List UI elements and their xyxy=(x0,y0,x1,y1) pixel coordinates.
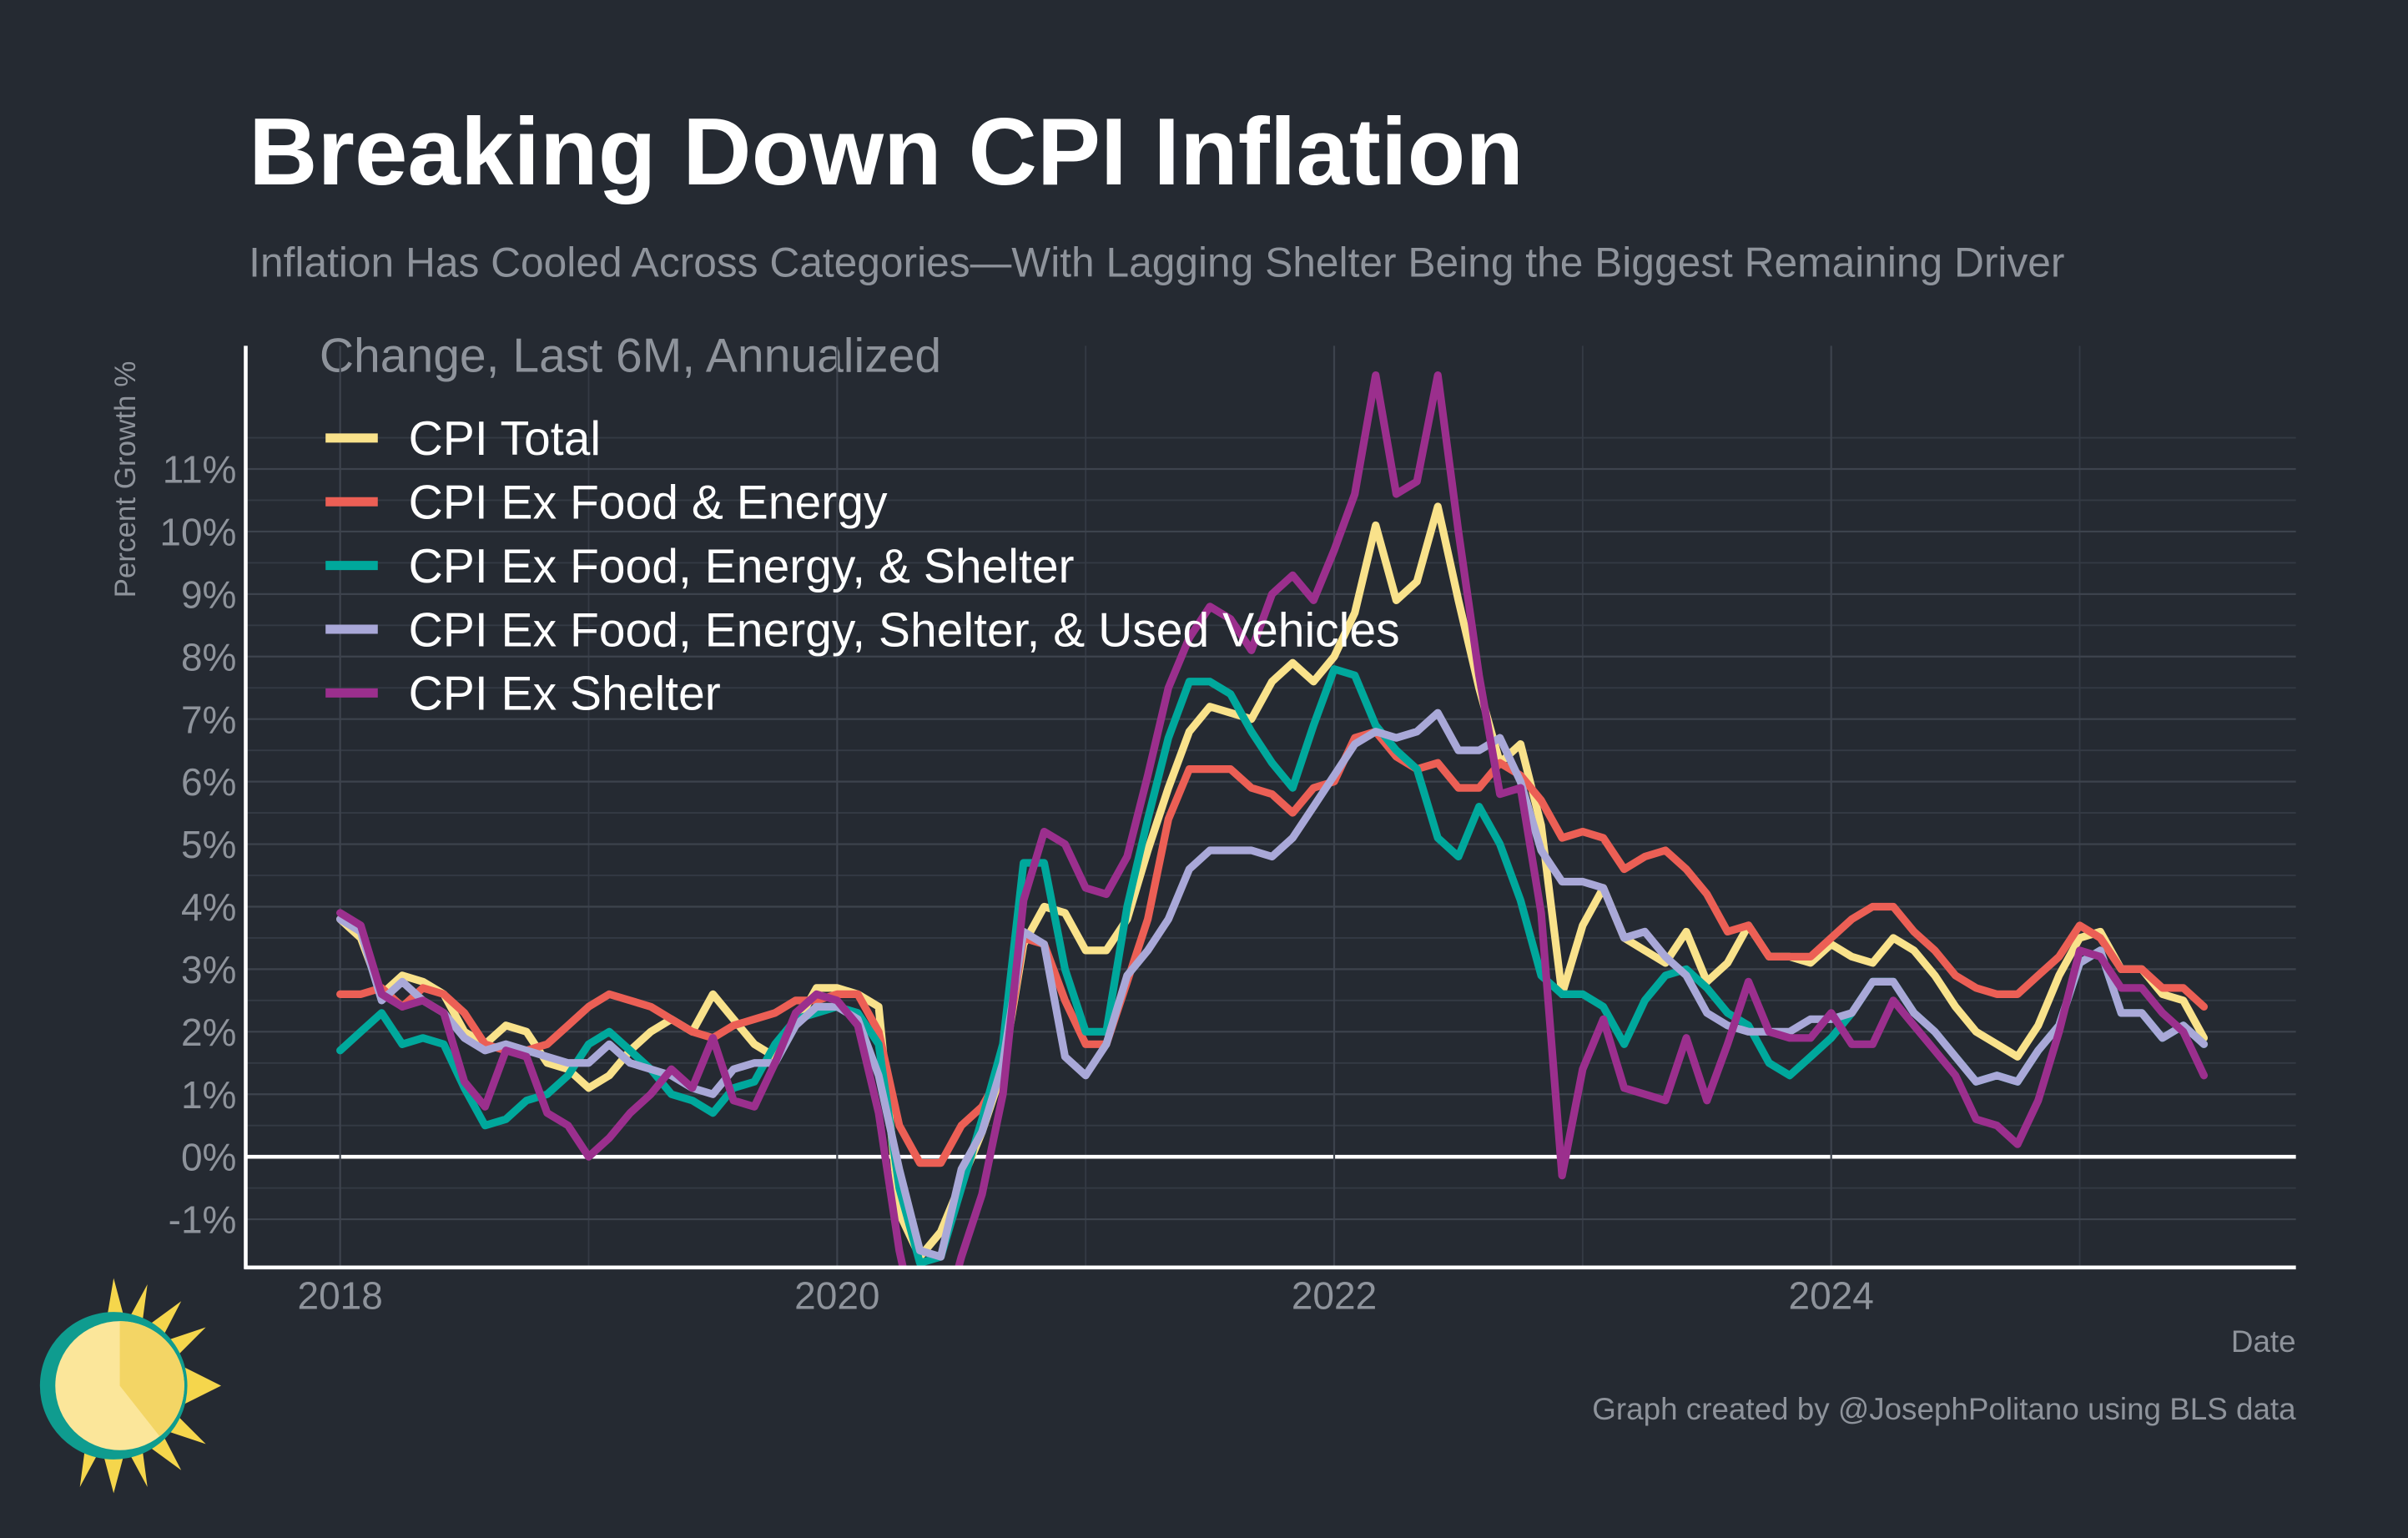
caption: Graph created by @JosephPolitano using B… xyxy=(1592,1392,2296,1426)
y-tick-label: 3% xyxy=(181,948,236,991)
series-line xyxy=(336,371,2209,1268)
y-tick-label: 5% xyxy=(181,823,236,866)
logo-shade xyxy=(119,1321,184,1437)
y-tick-label: 2% xyxy=(181,1011,236,1054)
x-tick-label: 2020 xyxy=(794,1273,879,1317)
legend: CPI Total CPI Ex Food & Energy CPI Ex Food… xyxy=(325,412,1400,721)
series-line xyxy=(336,708,2209,1261)
legend-label: CPI Ex Shelter xyxy=(409,668,721,721)
x-axis-label: Date xyxy=(2231,1324,2296,1359)
lines xyxy=(336,371,2209,1268)
x-tick-label: 2022 xyxy=(1292,1273,1377,1317)
series-line xyxy=(336,728,2209,1167)
series-line xyxy=(336,502,2209,1261)
y-tick-label: 8% xyxy=(181,635,236,678)
legend-label: CPI Total xyxy=(409,412,601,466)
logo xyxy=(39,1278,222,1494)
y-tick-label: 0% xyxy=(181,1136,236,1179)
x-tick-label: 2024 xyxy=(1789,1273,1874,1317)
x-tick-label: 2018 xyxy=(297,1273,382,1317)
y-tick-label: 10% xyxy=(159,511,236,554)
legend-label: CPI Ex Food, Energy, & Shelter xyxy=(409,540,1075,593)
y-tick-label: -1% xyxy=(169,1198,237,1242)
y-tick-label: 11% xyxy=(163,448,237,492)
annotation: Change, Last 6M, Annualized xyxy=(320,330,941,383)
y-tick-label: 6% xyxy=(181,760,236,804)
legend-label: CPI Ex Food & Energy xyxy=(409,476,888,529)
legend-label: CPI Ex Food, Energy, Shelter, & Used Veh… xyxy=(409,603,1400,657)
chart-subtitle: Inflation Has Cooled Across Categories—W… xyxy=(249,240,2064,286)
y-tick-label: 7% xyxy=(181,698,236,741)
y-tick-label: 1% xyxy=(181,1073,236,1117)
y-tick-label: 9% xyxy=(181,572,236,616)
axes: -1% 0% 1% 2% 3% 4% 5% 6% 7% 8% 9% 10% 11% 2018 2020 202… xyxy=(159,345,2296,1317)
chart-title: Breaking Down CPI Inflation xyxy=(249,99,1524,205)
y-axis-label: Percent Growth % xyxy=(109,361,142,598)
y-tick-label: 4% xyxy=(181,885,236,929)
